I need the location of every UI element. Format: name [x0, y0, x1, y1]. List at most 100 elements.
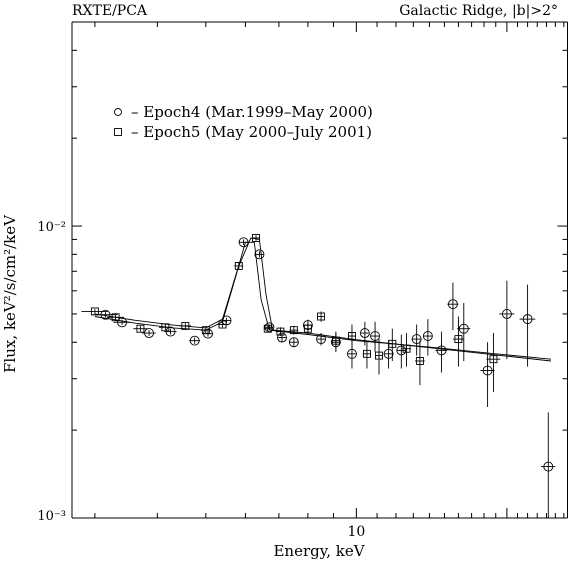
square-marker [252, 234, 260, 242]
epoch5-data-point [452, 316, 464, 367]
model-lines [94, 237, 552, 362]
epoch4-data-point [457, 303, 471, 361]
epoch5-data-point [234, 262, 244, 270]
epoch5-data-point [275, 327, 286, 337]
square-marker [161, 323, 170, 332]
legend-entry-epoch5: – Epoch5 (May 2000–July 2001) [131, 123, 372, 141]
epoch5-data-point [331, 331, 341, 351]
square-marker [402, 344, 411, 353]
epoch4-data-point [254, 249, 265, 260]
epoch5-data-point [200, 326, 211, 335]
epoch5-data-point [251, 234, 261, 242]
circle-marker [458, 323, 469, 334]
epoch4-data-point [238, 237, 249, 248]
plot-frame [71, 21, 568, 519]
epoch4-data-point [142, 328, 156, 339]
square-marker [263, 324, 272, 333]
square-marker [276, 327, 285, 336]
epoch5-data-point [179, 321, 191, 330]
x-axis-label: Energy, keV [273, 542, 365, 560]
square-marker [331, 336, 340, 345]
circle-marker [277, 332, 287, 343]
circle-marker [359, 328, 370, 339]
epoch5-data-point [387, 328, 397, 361]
epoch5-data-point [81, 307, 108, 316]
epoch4-data-point [370, 321, 381, 353]
epoch5-data-point [106, 313, 124, 322]
square-marker [388, 339, 397, 348]
circle-marker [482, 365, 493, 376]
epoch4-data-point [277, 332, 287, 343]
square-marker [415, 357, 424, 365]
circle-marker [238, 237, 249, 248]
epoch5-data-point [263, 324, 272, 333]
epoch5-data-point [317, 311, 326, 322]
square-marker [362, 349, 371, 358]
y-tick-label-1e-2: 10⁻² [37, 220, 66, 235]
y-axis-label: Flux, keV²/s/cm²/keV [1, 214, 19, 373]
square-marker [181, 321, 190, 330]
epoch4-data-point [447, 282, 459, 331]
circle-marker [411, 334, 422, 345]
square-marker [90, 307, 99, 316]
epoch4-data-point [411, 324, 422, 356]
epoch5-data-point [402, 333, 411, 367]
square-marker [289, 326, 298, 335]
square-marker [234, 262, 243, 270]
square-marker [303, 324, 312, 333]
circle-marker [189, 335, 200, 346]
circle-marker [501, 308, 512, 319]
axis-ticks [72, 21, 568, 519]
circle-marker [543, 461, 554, 472]
epoch4-data-point [499, 280, 515, 360]
epoch4-data-point [480, 342, 495, 408]
data-points [81, 234, 556, 518]
legend: – Epoch4 (Mar.1999–May 2000) – Epoch5 (M… [114, 103, 373, 141]
circle-marker [117, 317, 128, 328]
epoch5-data-point [133, 324, 148, 333]
circle-marker [254, 249, 265, 260]
epoch4-data-point [540, 412, 556, 518]
legend-square-marker [114, 128, 122, 136]
square-marker [111, 313, 120, 322]
instrument-label: RXTE/PCA [72, 3, 148, 19]
epoch4-data-point [316, 333, 327, 346]
epoch4-data-point [519, 284, 536, 367]
circle-marker [447, 299, 458, 310]
epoch4-data-point [422, 319, 433, 356]
epoch5-data-point [303, 323, 312, 335]
square-marker [201, 326, 210, 335]
region-label: Galactic Ridge, |b|>2° [399, 3, 558, 19]
circle-marker [288, 337, 299, 348]
circle-marker [100, 309, 111, 320]
model-line-2 [94, 237, 552, 362]
square-marker [218, 320, 227, 329]
circle-marker [370, 331, 381, 341]
epoch4-data-point [288, 337, 299, 348]
y-tick-label-1e-3: 10⁻³ [37, 509, 66, 524]
x-tick-label-10: 10 [347, 524, 365, 540]
epoch5-data-point [362, 340, 372, 369]
circle-marker [436, 345, 447, 356]
epoch5-data-point [414, 340, 425, 386]
epoch5-data-point [486, 333, 501, 393]
epoch4-data-point [359, 321, 370, 346]
epoch4-data-point [435, 331, 448, 373]
square-marker [454, 335, 463, 344]
square-marker [317, 312, 326, 321]
square-marker [375, 351, 383, 360]
epoch5-data-point [347, 324, 356, 349]
model-line-1 [94, 241, 552, 360]
epoch5-data-point [289, 325, 299, 335]
square-marker [348, 332, 356, 340]
square-marker [136, 324, 145, 333]
epoch4-data-point [189, 335, 201, 346]
legend-circle-marker [114, 108, 122, 116]
circle-marker [396, 345, 407, 356]
epoch5-data-point [158, 323, 172, 332]
circle-marker [522, 314, 533, 325]
circle-marker [383, 348, 394, 359]
square-marker [489, 355, 498, 364]
circle-marker [347, 348, 357, 359]
